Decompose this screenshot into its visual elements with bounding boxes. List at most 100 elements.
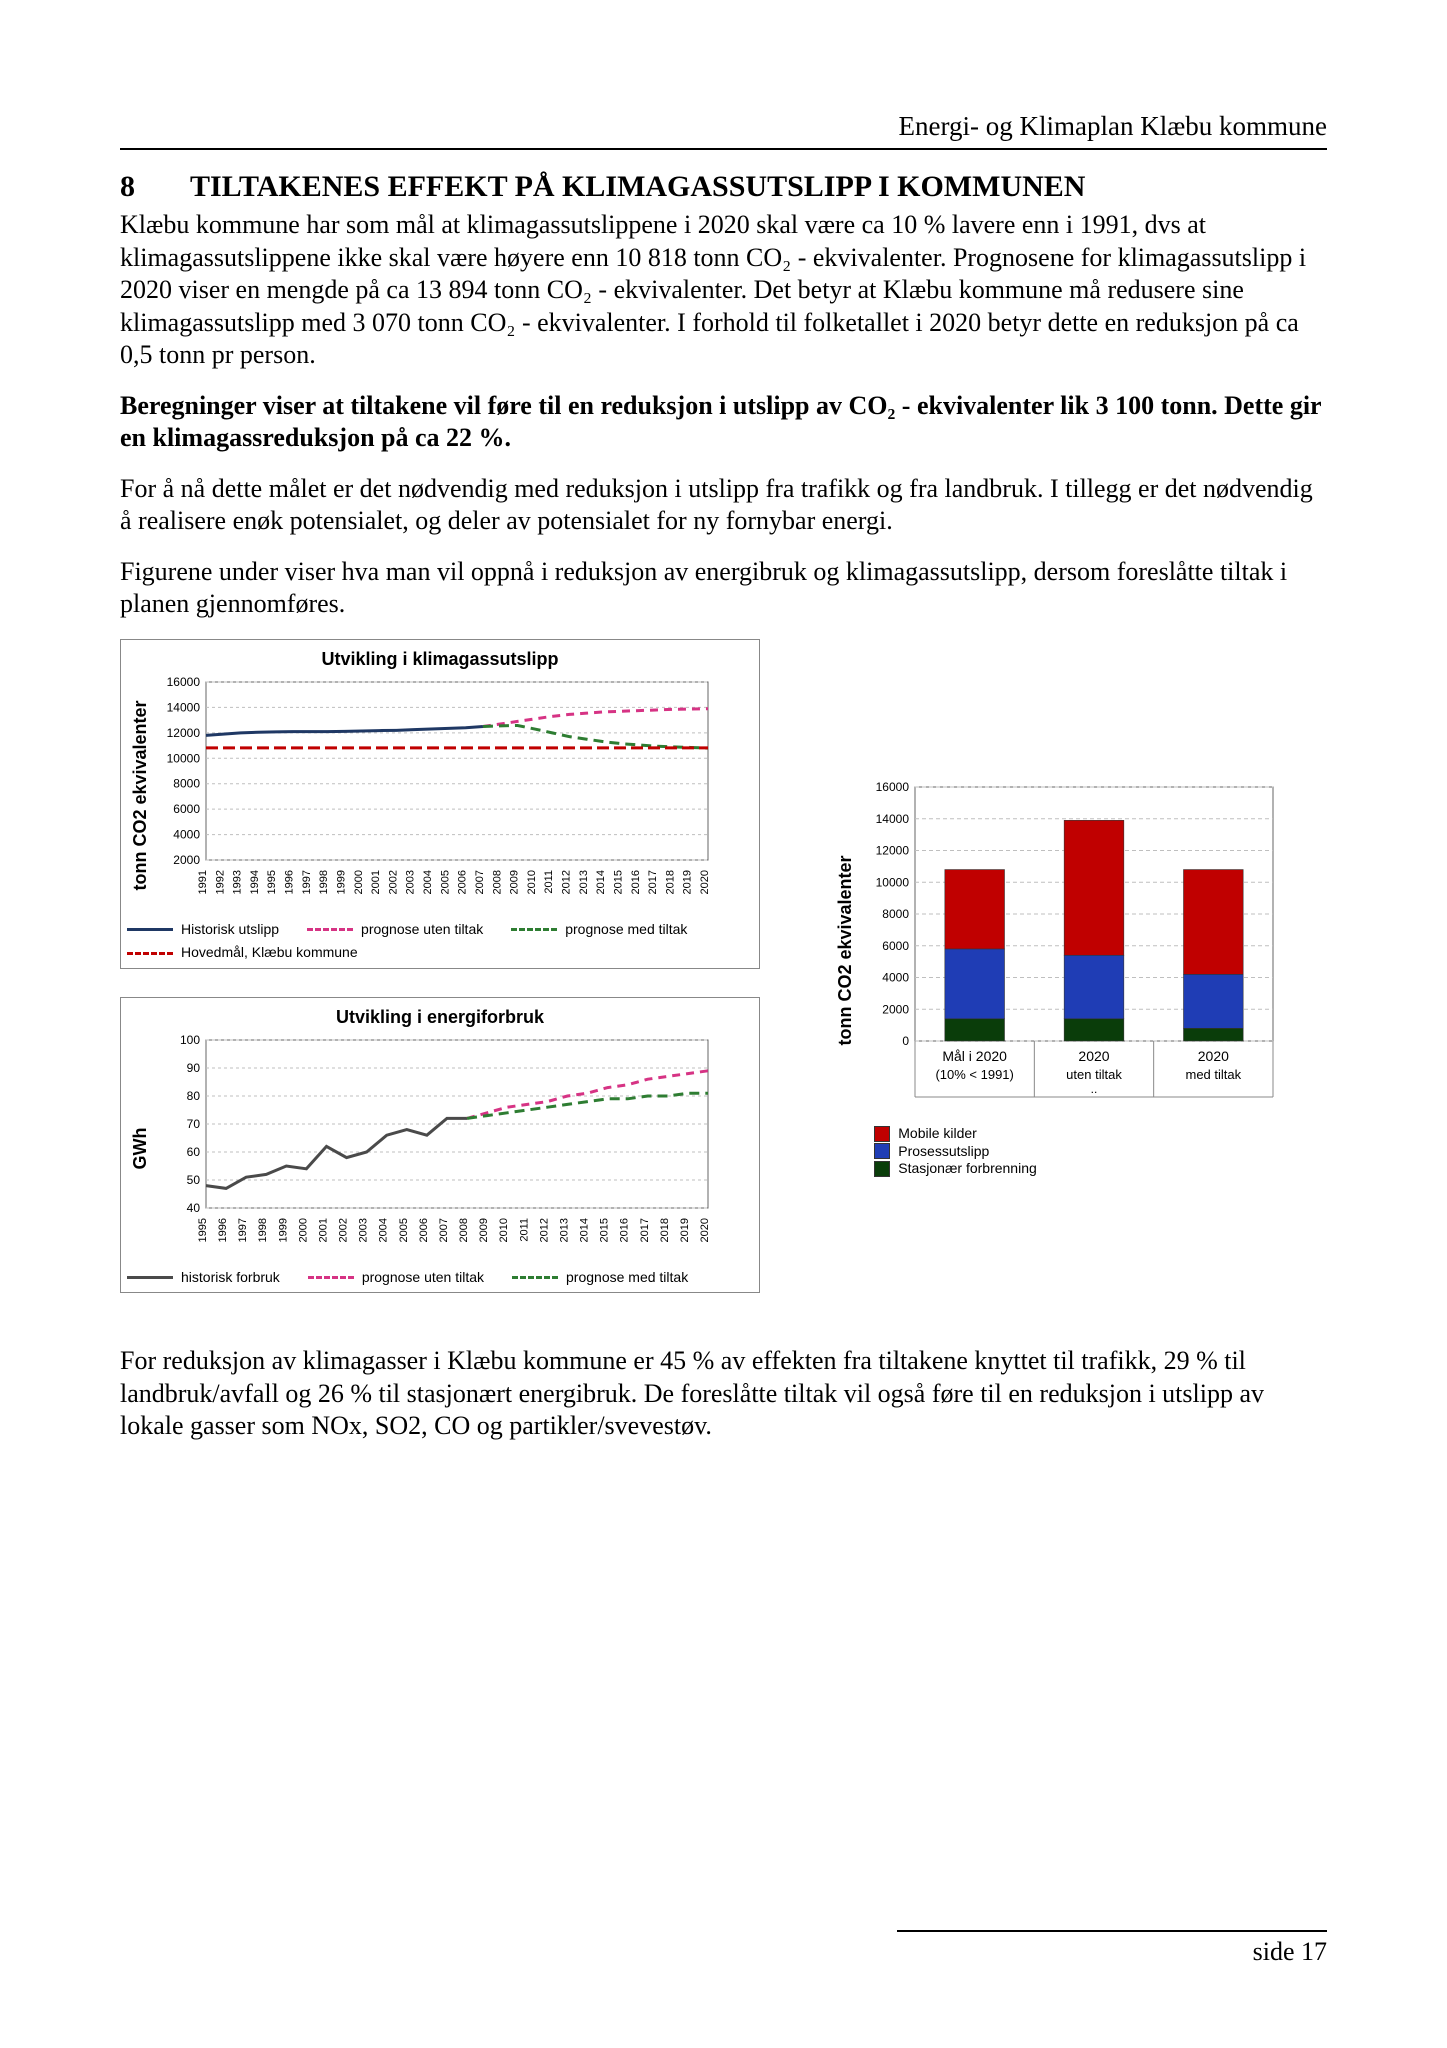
section-heading: 8TILTAKENES EFFEKT PÅ KLIMAGASSUTSLIPP I… (120, 168, 1327, 206)
svg-text:6000: 6000 (882, 938, 909, 952)
svg-text:2015: 2015 (598, 1218, 610, 1242)
svg-text:1997: 1997 (300, 870, 312, 894)
legend-item: Hovedmål, Klæbu kommune (127, 944, 358, 962)
paragraph-5: For reduksjon av klimagasser i Klæbu kom… (120, 1345, 1327, 1443)
svg-text:2004: 2004 (377, 1218, 389, 1242)
chart2-ylabel: GWh (125, 1034, 156, 1263)
svg-text:1999: 1999 (335, 870, 347, 894)
chart3-svg: 0200040006000800010000120001400016000Mål… (861, 781, 1281, 1111)
svg-text:12000: 12000 (166, 726, 200, 740)
svg-text:90: 90 (186, 1061, 200, 1075)
svg-text:2012: 2012 (560, 870, 572, 894)
svg-text:1992: 1992 (214, 870, 226, 894)
legend-item: prognose uten tiltak (307, 921, 483, 939)
svg-text:2008: 2008 (491, 870, 503, 894)
svg-text:2011: 2011 (543, 870, 555, 894)
svg-text:1996: 1996 (217, 1218, 229, 1242)
chart1-title: Utvikling i klimagassutslipp (125, 648, 755, 671)
paragraph-3: For å nå dette målet er det nødvendig me… (120, 473, 1327, 538)
page-header: Energi- og Klimaplan Klæbu kommune (120, 110, 1327, 150)
svg-text:2001: 2001 (317, 1218, 329, 1242)
svg-text:16000: 16000 (166, 676, 200, 689)
svg-text:2011: 2011 (518, 1218, 530, 1242)
svg-text:16000: 16000 (875, 781, 909, 794)
svg-text:14000: 14000 (875, 811, 909, 825)
legend-item: prognose med tiltak (512, 1269, 688, 1287)
svg-text:1994: 1994 (248, 870, 260, 894)
svg-text:2010: 2010 (525, 870, 537, 894)
svg-text:2003: 2003 (357, 1218, 369, 1242)
svg-text:12000: 12000 (875, 843, 909, 857)
svg-text:4000: 4000 (882, 970, 909, 984)
svg-text:2001: 2001 (370, 870, 382, 894)
chart1-svg: 2000400060008000100001200014000160001991… (156, 676, 716, 906)
svg-text:10000: 10000 (875, 875, 909, 889)
paragraph-2-bold: Beregninger viser at tiltakene vil føre … (120, 390, 1327, 455)
legend-item: Mobile kilder (874, 1125, 1279, 1143)
svg-text:40: 40 (186, 1201, 200, 1215)
legend-item: prognose med tiltak (511, 921, 687, 939)
svg-text:2005: 2005 (439, 870, 451, 894)
svg-text:8000: 8000 (882, 907, 909, 921)
svg-text:1999: 1999 (277, 1218, 289, 1242)
svg-text:2020: 2020 (699, 870, 711, 894)
svg-text:2009: 2009 (508, 870, 520, 894)
chart-klimagassutslipp: Utvikling i klimagassutslipp tonn CO2 ek… (120, 639, 760, 969)
page-number: side 17 (1253, 1937, 1327, 1966)
chart-stacked-bars: tonn CO2 ekvivalenter 020004000600080001… (830, 781, 1281, 1180)
svg-text:2020: 2020 (699, 1218, 711, 1242)
svg-text:2016: 2016 (618, 1218, 630, 1242)
svg-text:2002: 2002 (387, 870, 399, 894)
chart2-svg: 4050607080901001995199619971998199920002… (156, 1034, 716, 1254)
chart3-legend: Mobile kilderProsessutslippStasjonær for… (830, 1119, 1281, 1180)
svg-text:2006: 2006 (456, 870, 468, 894)
svg-text:(10% < 1991): (10% < 1991) (935, 1067, 1013, 1082)
chart1-legend: Historisk utslipp prognose uten tiltak pro… (125, 915, 755, 964)
svg-text:1996: 1996 (283, 870, 295, 894)
svg-text:1998: 1998 (318, 870, 330, 894)
chart2-legend: historisk forbruk prognose uten tiltak pro… (125, 1263, 755, 1289)
svg-text:2003: 2003 (404, 870, 416, 894)
legend-item: Prosessutslipp (874, 1143, 1279, 1161)
svg-text:0: 0 (902, 1034, 909, 1048)
svg-text:1993: 1993 (231, 870, 243, 894)
svg-text:60: 60 (186, 1145, 200, 1159)
svg-text:2018: 2018 (658, 1218, 670, 1242)
svg-text:2005: 2005 (397, 1218, 409, 1242)
svg-text:6000: 6000 (173, 802, 200, 816)
svg-text:2012: 2012 (538, 1218, 550, 1242)
svg-text:2013: 2013 (577, 870, 589, 894)
svg-text:2007: 2007 (437, 1218, 449, 1242)
svg-text:2009: 2009 (478, 1218, 490, 1242)
svg-text:1991: 1991 (197, 870, 209, 894)
chart2-title: Utvikling i energiforbruk (125, 1006, 755, 1029)
svg-text:1997: 1997 (237, 1218, 249, 1242)
svg-text:2000: 2000 (173, 853, 200, 867)
svg-text:2018: 2018 (664, 870, 676, 894)
svg-text:1998: 1998 (257, 1218, 269, 1242)
chart-energiforbruk: Utvikling i energiforbruk GWh 4050607080… (120, 997, 760, 1294)
svg-text:uten tiltak: uten tiltak (1066, 1067, 1122, 1082)
legend-item: historisk forbruk (127, 1269, 280, 1287)
paragraph-1: Klæbu kommune har som mål at klimagassut… (120, 209, 1327, 372)
svg-text:100: 100 (179, 1034, 199, 1047)
svg-text:2013: 2013 (558, 1218, 570, 1242)
svg-text:70: 70 (186, 1117, 200, 1131)
svg-text:1995: 1995 (197, 1218, 209, 1242)
svg-text:1995: 1995 (266, 870, 278, 894)
svg-text:2014: 2014 (578, 1218, 590, 1242)
svg-text:2016: 2016 (629, 870, 641, 894)
legend-item: prognose uten tiltak (308, 1269, 484, 1287)
svg-text:2020: 2020 (1078, 1048, 1109, 1064)
legend-item: Historisk utslipp (127, 921, 279, 939)
svg-text:50: 50 (186, 1173, 200, 1187)
svg-text:2000: 2000 (352, 870, 364, 894)
section-number: 8 (120, 168, 190, 206)
svg-text:2020: 2020 (1198, 1048, 1229, 1064)
svg-text:2006: 2006 (417, 1218, 429, 1242)
svg-text:2019: 2019 (678, 1218, 690, 1242)
section-title: TILTAKENES EFFEKT PÅ KLIMAGASSUTSLIPP I … (190, 170, 1085, 203)
svg-text:2007: 2007 (473, 870, 485, 894)
svg-text:Mål i 2020: Mål i 2020 (942, 1048, 1007, 1064)
svg-text:2017: 2017 (647, 870, 659, 894)
